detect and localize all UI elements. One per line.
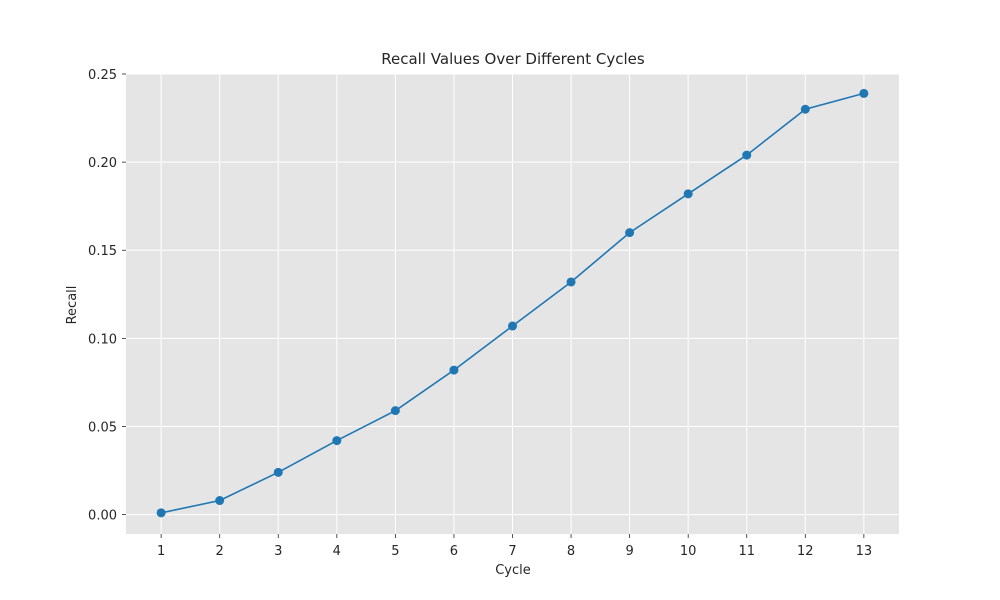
y-tick-label: 0.05 bbox=[88, 420, 117, 435]
y-axis-label: Recall bbox=[65, 286, 80, 325]
data-point bbox=[332, 436, 342, 446]
data-point bbox=[390, 406, 400, 416]
chart-title: Recall Values Over Different Cycles bbox=[381, 50, 645, 68]
data-point bbox=[800, 104, 810, 114]
data-point bbox=[273, 467, 283, 477]
x-tick-label: 7 bbox=[508, 544, 516, 559]
y-tick-label: 0.15 bbox=[88, 244, 117, 259]
y-tick-label: 0.10 bbox=[88, 332, 117, 347]
x-tick-label: 9 bbox=[625, 544, 633, 559]
data-point bbox=[449, 365, 459, 375]
x-tick-label: 6 bbox=[450, 544, 458, 559]
series-layer bbox=[156, 88, 869, 518]
data-point bbox=[683, 189, 693, 199]
x-tick-label: 10 bbox=[680, 544, 697, 559]
y-tick-label: 0.00 bbox=[88, 509, 117, 524]
data-point bbox=[215, 496, 225, 506]
data-point bbox=[566, 277, 576, 287]
y-tick-label: 0.20 bbox=[88, 156, 117, 171]
data-point bbox=[625, 228, 635, 238]
data-point bbox=[156, 508, 166, 518]
x-tick-label: 12 bbox=[797, 544, 814, 559]
y-tick-label: 0.25 bbox=[88, 68, 117, 83]
y-grid bbox=[126, 73, 899, 516]
x-tick-label: 11 bbox=[738, 544, 755, 559]
x-axis-ticks: 1 2 3 4 5 6 7 8 9 10 11 12 13 bbox=[157, 534, 872, 559]
x-tick-label: 5 bbox=[391, 544, 399, 559]
x-tick-label: 3 bbox=[274, 544, 282, 559]
data-point bbox=[742, 150, 752, 160]
x-tick-label: 4 bbox=[333, 544, 341, 559]
data-point bbox=[859, 88, 869, 98]
x-axis-label: Cycle bbox=[495, 563, 531, 578]
x-tick-label: 8 bbox=[567, 544, 575, 559]
x-tick-label: 1 bbox=[157, 544, 165, 559]
x-tick-label: 2 bbox=[216, 544, 224, 559]
x-tick-label: 13 bbox=[856, 544, 873, 559]
x-grid bbox=[160, 74, 865, 534]
y-axis-ticks: 0.00 0.05 0.10 0.15 0.20 0.25 bbox=[88, 68, 126, 524]
data-point bbox=[508, 321, 517, 331]
